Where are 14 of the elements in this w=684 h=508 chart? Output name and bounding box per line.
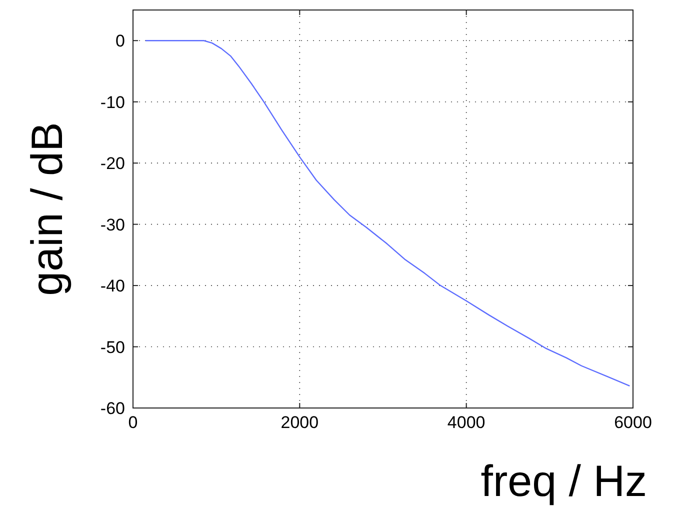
y-tick-label: -20: [100, 154, 125, 174]
x-tick-label: 0: [128, 413, 138, 432]
y-axis-title: gain / dB: [23, 122, 72, 296]
y-tick-label: 0: [116, 32, 125, 51]
x-tick-label: 4000: [447, 413, 486, 432]
y-tick-label: -50: [100, 338, 125, 357]
x-axis-title: freq / Hz: [480, 457, 647, 506]
y-tick-label: -60: [100, 399, 125, 418]
x-tick-label: 6000: [614, 413, 652, 432]
y-tick-label: -30: [100, 215, 125, 234]
x-tick-label: 2000: [280, 413, 319, 432]
y-tick-label: -10: [100, 92, 125, 112]
line-series: [144, 40, 630, 387]
y-tick-label: -40: [100, 276, 125, 296]
